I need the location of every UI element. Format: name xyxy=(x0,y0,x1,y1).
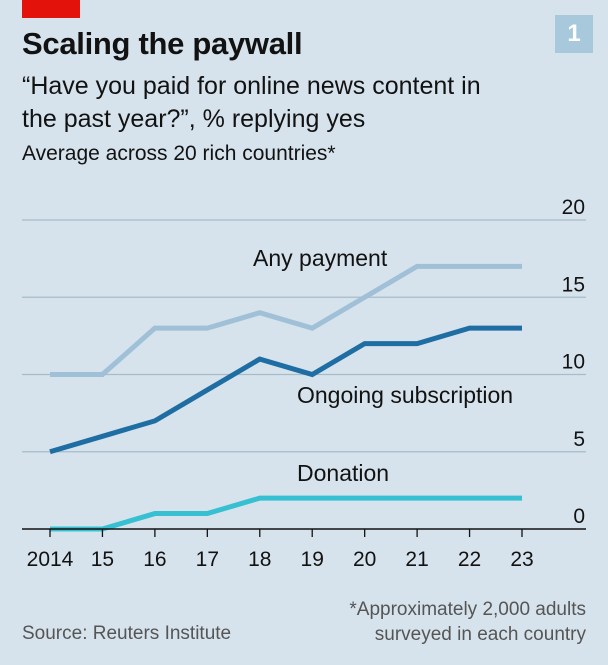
footnote-line-2: surveyed in each country xyxy=(374,624,586,645)
x-tick-label: 19 xyxy=(301,548,324,571)
series-label: Any payment xyxy=(253,245,388,271)
x-tick-label: 22 xyxy=(458,548,481,571)
x-tick-label: 2014 xyxy=(27,548,74,571)
source-note: Source: Reuters Institute xyxy=(22,623,232,644)
y-tick-label: 20 xyxy=(562,196,585,219)
x-tick-label: 15 xyxy=(91,548,114,571)
x-tick-label: 16 xyxy=(143,548,166,571)
chart-title: Scaling the paywall xyxy=(22,26,303,61)
y-tick-label: 0 xyxy=(573,505,585,528)
x-tick-label: 23 xyxy=(510,548,533,571)
chart-subnote: Average across 20 rich countries* xyxy=(22,142,336,165)
x-tick-label: 17 xyxy=(196,548,219,571)
series-line-any-payment xyxy=(50,263,522,377)
series-label: Donation xyxy=(297,460,389,486)
y-tick-label: 15 xyxy=(562,273,585,296)
series-line-donation xyxy=(50,495,522,532)
y-tick-label: 5 xyxy=(573,428,585,451)
series-line-ongoing-subscription xyxy=(49,325,522,455)
brand-red-tag xyxy=(22,0,80,18)
x-tick-label: 21 xyxy=(405,548,428,571)
chart-subtitle: “Have you paid for online news content i… xyxy=(22,72,481,133)
label-layer: 0 5 10 15 20 Any payment Ongoing subscription D… xyxy=(22,196,586,571)
y-tick-label: 10 xyxy=(562,351,585,374)
grid-layer xyxy=(22,219,586,453)
footnote: *Approximately 2,000 adults surveyed in … xyxy=(349,597,586,647)
series-label: Ongoing subscription xyxy=(297,382,513,408)
chart-number-badge: 1 xyxy=(555,15,593,53)
x-tick-label: 20 xyxy=(353,548,376,571)
footnote-line-1: *Approximately 2,000 adults xyxy=(349,599,586,620)
x-tick-label: 18 xyxy=(248,548,271,571)
series-layer xyxy=(49,263,522,532)
